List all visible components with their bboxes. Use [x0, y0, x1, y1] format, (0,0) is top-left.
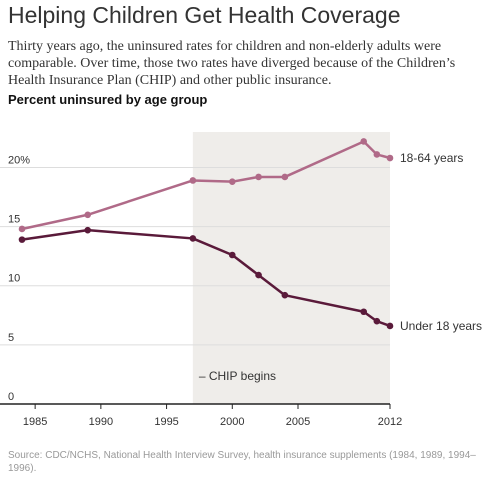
data-point: [281, 173, 289, 181]
data-point: [18, 225, 26, 233]
data-point: [360, 308, 368, 316]
chart-label: Percent uninsured by age group: [8, 92, 208, 107]
x-tick-label: 1990: [89, 416, 113, 428]
data-point: [386, 322, 394, 330]
series-label: Under 18 years: [400, 319, 482, 333]
data-point: [84, 211, 92, 219]
data-point: [228, 251, 236, 259]
x-tick-label: 1995: [154, 416, 178, 428]
series-label: 18-64 years: [400, 151, 463, 165]
data-point: [373, 317, 381, 325]
y-tick-label: 15: [8, 214, 20, 226]
line-chart: 0 5 10 15 20% 1985 1990 1995 2000 2005 2012 – CHIP …: [0, 132, 482, 428]
data-point: [373, 151, 381, 158]
y-tick-label: 5: [8, 332, 14, 344]
data-point: [386, 154, 394, 162]
data-point: [84, 226, 92, 234]
x-tick-label: 2005: [286, 416, 310, 428]
y-tick-label: 10: [8, 273, 20, 285]
y-tick-label: 0: [8, 391, 14, 403]
x-tick-label: 2000: [220, 416, 244, 428]
x-tick-label: 1985: [23, 416, 47, 428]
chart-subtitle: Thirty years ago, the uninsured rates fo…: [8, 39, 456, 88]
data-point: [18, 236, 26, 243]
chip-shaded-region: [192, 132, 390, 404]
data-point: [255, 173, 262, 181]
data-point: [189, 235, 197, 242]
chip-begins-label: – CHIP begins: [199, 369, 276, 383]
y-tick-label: 20%: [8, 154, 30, 166]
data-point: [360, 138, 368, 145]
data-point: [281, 291, 289, 299]
source-note: Source: CDC/NCHS, National Health Interv…: [8, 450, 476, 474]
x-tick-label: 2012: [378, 416, 402, 428]
data-point: [228, 178, 236, 185]
chart-title: Helping Children Get Health Coverage: [8, 2, 401, 28]
data-point: [255, 271, 262, 279]
data-point: [189, 177, 197, 184]
